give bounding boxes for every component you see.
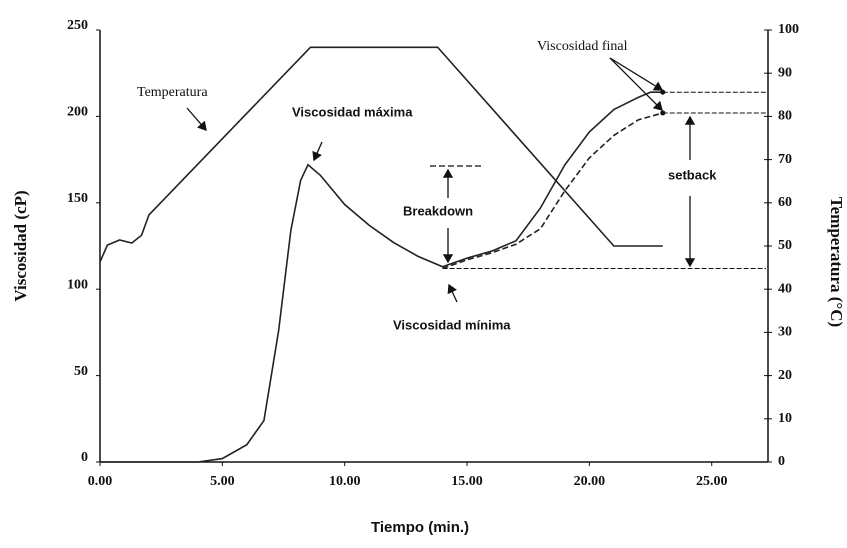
annotation: Breakdown (403, 203, 473, 218)
annotation: Viscosidad máxima (292, 104, 413, 119)
y2-tick-label: 20 (778, 368, 792, 383)
arrows (186, 57, 696, 303)
y-tick-label: 200 (67, 105, 88, 120)
x-tick-label: 15.00 (451, 474, 483, 489)
y-tick-label: 50 (74, 364, 88, 379)
y2-tick-label: 10 (778, 411, 792, 426)
y2-tick-label: 70 (778, 152, 792, 167)
y2-tick-label: 40 (778, 281, 792, 296)
x-axis-label: Tiempo (min.) (371, 519, 469, 536)
annotation: Temperatura (137, 85, 208, 100)
annotation: Viscosidad mínima (393, 317, 511, 332)
annotation: Viscosidad final (537, 39, 628, 54)
end-point (660, 89, 666, 95)
y2-tick-label: 0 (778, 454, 785, 469)
y2-axis-label: Temperatura (°C) (827, 197, 846, 327)
series-line (442, 112, 664, 270)
y-axis-label: Viscosidad (cP) (11, 190, 30, 301)
series-line (100, 91, 663, 463)
y2-tick-label: 30 (778, 325, 792, 340)
x-tick-label: 20.00 (574, 474, 606, 489)
y2-tick-label: 100 (778, 22, 799, 37)
y2-tick-label: 60 (778, 195, 792, 210)
series-line (99, 46, 663, 263)
y-tick-label: 0 (81, 450, 88, 465)
y2-tick-label: 80 (778, 109, 792, 124)
y-tick-label: 150 (67, 191, 88, 206)
x-tick-label: 0.00 (88, 474, 113, 489)
y2-tick-label: 50 (778, 238, 792, 253)
y2-tick-label: 90 (778, 65, 792, 80)
y-tick-label: 100 (67, 277, 88, 292)
x-tick-label: 5.00 (210, 474, 235, 489)
y-tick-label: 250 (67, 18, 88, 33)
x-tick-label: 10.00 (329, 474, 361, 489)
annotation: setback (668, 167, 717, 182)
x-tick-label: 25.00 (696, 474, 728, 489)
end-point (660, 110, 666, 116)
